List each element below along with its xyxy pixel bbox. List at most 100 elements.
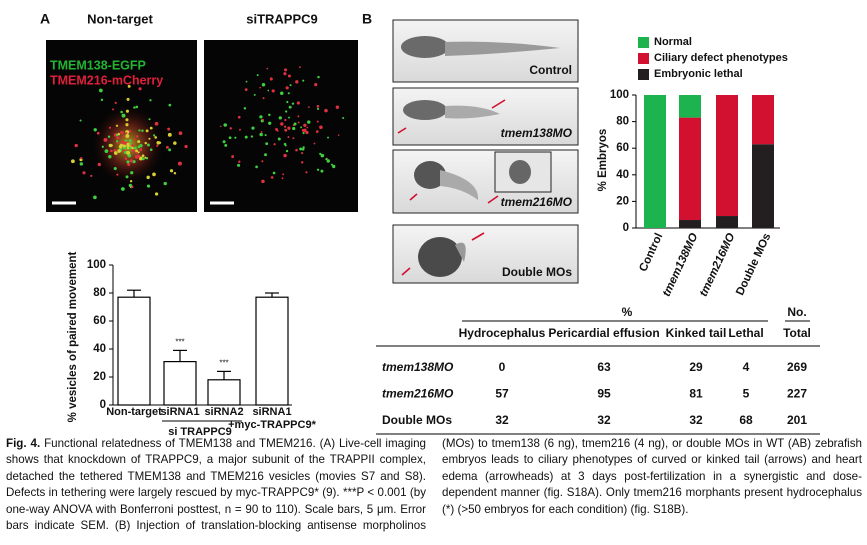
vesicle xyxy=(122,146,127,151)
image-title: Non-target xyxy=(87,11,153,26)
vesicle xyxy=(79,119,82,122)
vesicle xyxy=(116,136,120,140)
vesicle xyxy=(296,101,300,105)
vesicle xyxy=(135,105,139,109)
caption-text: Functional relatedness of TMEM138 and TM… xyxy=(6,437,862,533)
vesicle xyxy=(101,145,104,148)
fish xyxy=(401,36,560,277)
group-label: si TRAPPC9 xyxy=(168,426,232,436)
vesicle xyxy=(141,154,145,158)
vesicle xyxy=(127,84,131,88)
y-tick-label: 40 xyxy=(616,169,629,181)
vesicle xyxy=(120,140,125,144)
table-group-header: % xyxy=(622,305,633,319)
table-cell: 201 xyxy=(787,413,807,427)
table-cell: 269 xyxy=(787,360,807,374)
vesicle xyxy=(132,149,136,153)
vesicle xyxy=(116,173,119,176)
vesicle xyxy=(223,123,227,127)
table-header: Kinked tail xyxy=(666,326,727,340)
significance: *** xyxy=(219,359,228,368)
vesicle xyxy=(146,184,151,188)
vesicle xyxy=(177,161,182,166)
vesicle xyxy=(287,74,291,78)
channel-label: TMEM216-mCherry xyxy=(50,73,163,87)
vesicle xyxy=(222,140,226,144)
vesicle xyxy=(308,106,310,108)
vesicle xyxy=(297,115,300,118)
vesicle xyxy=(93,128,97,132)
vesicle xyxy=(116,141,119,145)
vesicle xyxy=(256,74,259,77)
vesicle xyxy=(103,137,108,142)
vesicle xyxy=(133,146,137,150)
y-tick-label: 40 xyxy=(93,343,106,355)
vesicle xyxy=(117,149,121,153)
vesicle xyxy=(315,130,319,133)
legend-swatch xyxy=(638,53,649,64)
vesicle xyxy=(320,169,324,173)
vesicle xyxy=(112,108,115,111)
vesicle xyxy=(283,125,287,128)
x-tick-label: siRNA1 +myc-TRAPPC9* xyxy=(228,406,316,431)
vesicle xyxy=(71,159,75,164)
figure: A Non-target siTRAPPC9 TMEM138-EGFP TMEM… xyxy=(40,11,820,438)
table-header: Pericardial effusion xyxy=(548,326,659,340)
table-cell: 4 xyxy=(743,360,750,374)
y-tick-label: 60 xyxy=(93,315,106,327)
table-cell: 227 xyxy=(787,387,807,401)
vesicle xyxy=(104,149,109,154)
vesicle xyxy=(298,66,301,69)
vesicle xyxy=(268,113,271,117)
vesicle xyxy=(326,159,330,163)
vesicle xyxy=(244,135,248,139)
vesicle xyxy=(128,130,132,133)
y-tick-label: 100 xyxy=(610,89,629,101)
vesicle xyxy=(288,116,290,119)
vesicle xyxy=(117,132,121,136)
vesicle xyxy=(261,179,265,184)
vesicle xyxy=(127,154,131,158)
image-title: siTRAPPC9 xyxy=(246,11,318,26)
vesicle xyxy=(335,105,340,109)
y-tick-label: 100 xyxy=(87,259,106,271)
x-tick-label: Non-target xyxy=(106,406,162,418)
vesicle xyxy=(280,91,284,96)
vesicle xyxy=(135,151,138,155)
vesicle xyxy=(165,145,169,149)
vesicle xyxy=(139,148,143,152)
vesicle xyxy=(327,136,329,139)
vesicle xyxy=(237,115,241,119)
vesicle xyxy=(148,137,151,140)
vesicle xyxy=(167,132,172,137)
vesicle xyxy=(137,140,141,144)
vesicle xyxy=(80,157,83,160)
vesicle xyxy=(282,173,285,176)
table-cell: 29 xyxy=(689,360,703,374)
vesicle xyxy=(259,86,261,89)
vesicle xyxy=(285,86,289,90)
vesicle xyxy=(287,92,290,95)
vesicle xyxy=(168,148,172,152)
vesicle xyxy=(314,82,318,87)
caption-label: Fig. 4. xyxy=(6,437,41,450)
vesicle xyxy=(302,79,305,82)
bar xyxy=(163,361,197,406)
bar-segment xyxy=(644,95,666,228)
vesicle xyxy=(268,121,272,125)
vesicle xyxy=(244,88,248,91)
bar-segment xyxy=(716,216,738,228)
bar xyxy=(117,296,151,406)
vesicle xyxy=(234,136,237,139)
bar xyxy=(207,379,241,406)
table-header: Total xyxy=(783,326,811,340)
table-cell: 95 xyxy=(597,387,611,401)
vesicle xyxy=(138,156,143,161)
vesicle xyxy=(115,140,119,143)
image-label: Double MOs xyxy=(502,265,572,279)
vesicle xyxy=(152,134,156,137)
vesicle xyxy=(96,131,100,135)
vesicle xyxy=(287,136,290,138)
vesicle xyxy=(139,144,143,148)
